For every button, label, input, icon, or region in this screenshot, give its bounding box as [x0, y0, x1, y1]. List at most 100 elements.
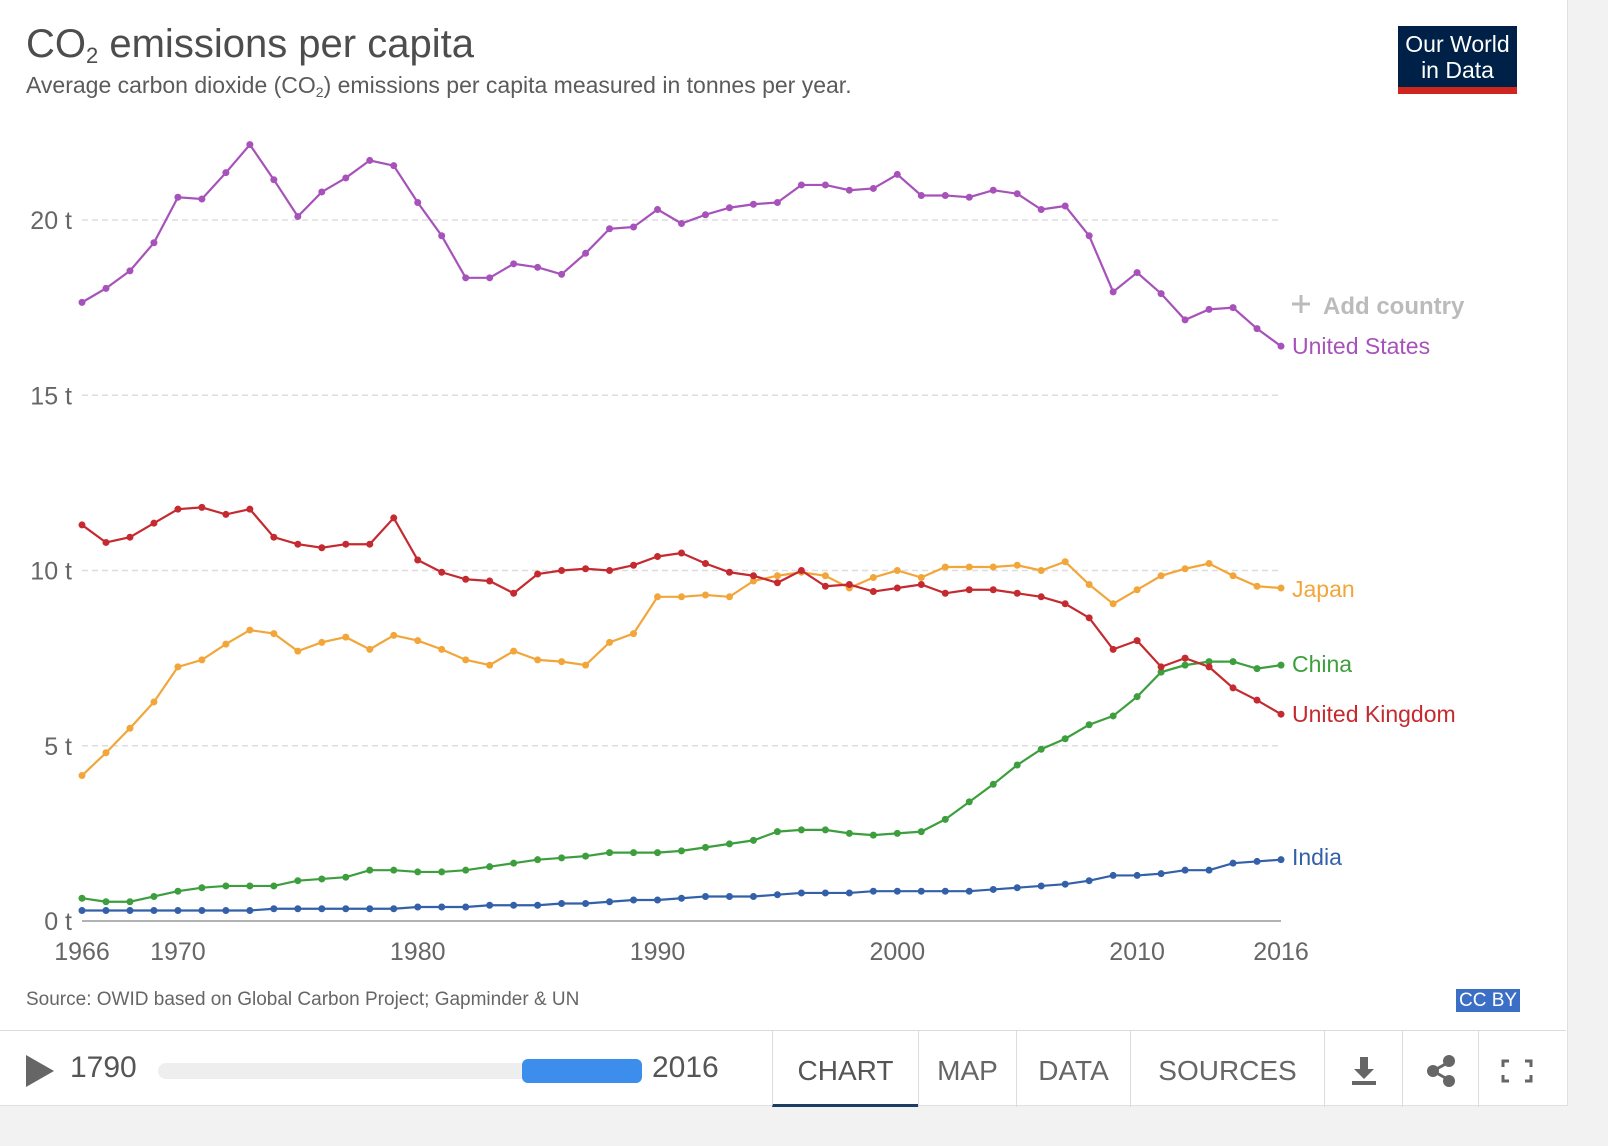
- tab-chart[interactable]: CHART: [772, 1031, 918, 1107]
- series-china[interactable]: [78, 658, 1285, 906]
- data-point: [606, 567, 614, 574]
- data-point: [1133, 586, 1141, 594]
- data-point: [941, 887, 949, 895]
- data-point: [821, 582, 829, 590]
- data-point: [917, 581, 925, 589]
- source-note: Source: OWID based on Global Carbon Proj…: [26, 989, 580, 1010]
- data-point: [558, 658, 566, 666]
- tab-data[interactable]: DATA: [1016, 1031, 1130, 1107]
- data-point: [654, 552, 662, 560]
- data-point: [318, 905, 326, 913]
- data-point: [845, 889, 853, 897]
- series-label[interactable]: India: [1292, 844, 1342, 870]
- data-point: [1181, 866, 1189, 874]
- data-point: [1229, 859, 1237, 867]
- tab-map[interactable]: MAP: [918, 1031, 1016, 1107]
- data-point: [1013, 589, 1021, 597]
- data-point: [102, 284, 110, 292]
- data-point: [989, 780, 997, 788]
- data-point: [318, 544, 326, 552]
- download-button[interactable]: [1324, 1031, 1402, 1107]
- y-tick-label: 15 t: [30, 382, 72, 410]
- data-point: [390, 631, 398, 639]
- data-point: [917, 574, 925, 582]
- data-point: [222, 882, 230, 890]
- series-united-kingdom[interactable]: [78, 503, 1285, 718]
- data-point: [414, 637, 422, 645]
- data-point: [1277, 661, 1285, 669]
- data-point: [1133, 637, 1141, 645]
- owid-logo[interactable]: Our World in Data: [1398, 26, 1517, 94]
- x-tick-label: 1980: [390, 938, 446, 966]
- data-point: [438, 868, 446, 876]
- add-country-button[interactable]: Add country: [1292, 293, 1465, 320]
- data-point: [1253, 857, 1261, 865]
- data-point: [1109, 288, 1117, 296]
- series-label[interactable]: Japan: [1292, 576, 1355, 602]
- data-point: [174, 193, 182, 201]
- series-label[interactable]: China: [1292, 651, 1352, 677]
- data-point: [198, 884, 206, 892]
- data-point: [1157, 870, 1165, 878]
- data-point: [294, 540, 302, 548]
- x-tick-label: 2016: [1253, 938, 1309, 966]
- timeline-track[interactable]: [158, 1063, 642, 1079]
- fullscreen-button[interactable]: [1478, 1031, 1566, 1107]
- data-point: [1061, 735, 1069, 743]
- data-point: [438, 232, 446, 240]
- data-point: [558, 854, 566, 862]
- data-point: [1085, 581, 1093, 589]
- series-united-states[interactable]: [78, 141, 1285, 350]
- tab-sources[interactable]: SOURCES: [1130, 1031, 1324, 1107]
- data-point: [1253, 696, 1261, 704]
- data-point: [1013, 190, 1021, 198]
- data-point: [630, 896, 638, 904]
- data-point: [486, 274, 494, 282]
- data-point: [342, 873, 350, 881]
- data-point: [366, 156, 374, 164]
- data-point: [534, 570, 542, 578]
- data-point: [1061, 558, 1069, 566]
- data-point: [1013, 561, 1021, 569]
- data-point: [749, 577, 757, 585]
- data-point: [462, 274, 470, 282]
- series-japan[interactable]: [78, 558, 1285, 780]
- data-point: [773, 891, 781, 899]
- data-point: [582, 565, 590, 573]
- license-badge[interactable]: CC BY: [1456, 989, 1521, 1012]
- series-india[interactable]: [78, 856, 1285, 914]
- data-point: [1133, 871, 1141, 879]
- data-point: [941, 191, 949, 199]
- data-point: [1157, 663, 1165, 671]
- data-point: [1205, 559, 1213, 567]
- data-point: [965, 193, 973, 201]
- data-point: [701, 559, 709, 567]
- data-point: [917, 191, 925, 199]
- data-point: [725, 593, 733, 601]
- data-point: [222, 640, 230, 648]
- play-icon[interactable]: [26, 1055, 54, 1087]
- data-point: [654, 896, 662, 904]
- data-point: [78, 772, 86, 780]
- data-point: [486, 901, 494, 909]
- data-point: [270, 630, 278, 638]
- data-point: [270, 905, 278, 913]
- data-point: [414, 198, 422, 206]
- series-line: [81, 660, 1282, 903]
- series-label[interactable]: United Kingdom: [1292, 701, 1456, 727]
- y-tick-label: 5 t: [44, 733, 72, 761]
- data-point: [1109, 871, 1117, 879]
- share-button[interactable]: [1402, 1031, 1478, 1107]
- data-point: [773, 198, 781, 206]
- data-point: [558, 899, 566, 907]
- data-point: [1133, 693, 1141, 701]
- x-axis: 1966 1970 1980 1990 2000 2010 2016: [54, 938, 1309, 966]
- data-point: [318, 875, 326, 883]
- data-point: [294, 877, 302, 885]
- data-point: [246, 505, 254, 513]
- data-point: [1013, 761, 1021, 769]
- data-point: [438, 903, 446, 911]
- series-label[interactable]: United States: [1292, 333, 1430, 359]
- data-point: [246, 626, 254, 634]
- timeline-range-handle[interactable]: [522, 1059, 642, 1083]
